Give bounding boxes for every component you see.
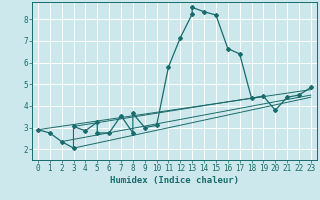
X-axis label: Humidex (Indice chaleur): Humidex (Indice chaleur) <box>110 176 239 185</box>
